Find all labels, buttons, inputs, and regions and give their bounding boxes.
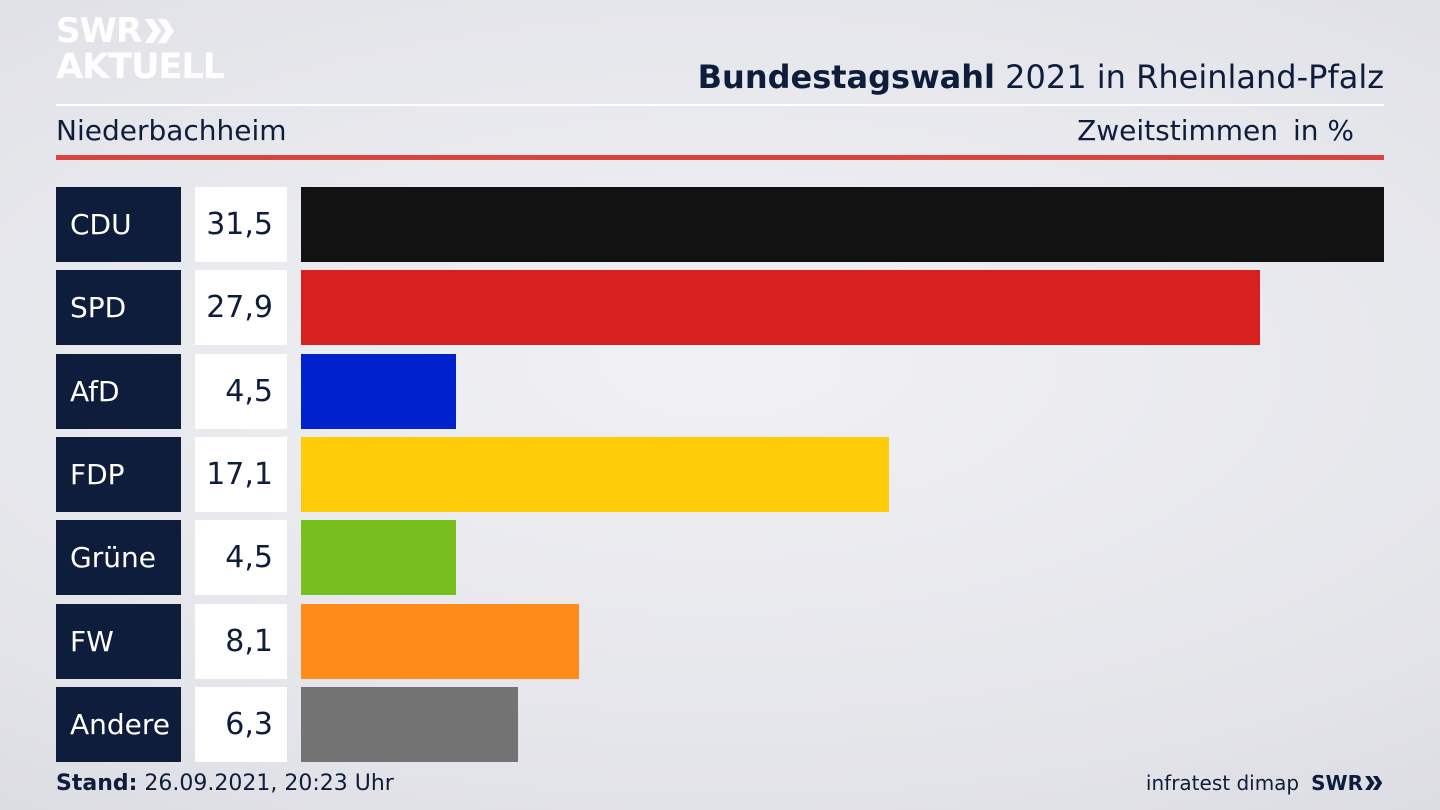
vote-type-label: Zweitstimmen bbox=[1077, 114, 1278, 147]
logo-aktuell-text: AKTUELL bbox=[56, 47, 225, 87]
bar bbox=[301, 437, 889, 512]
party-label: AfD bbox=[56, 354, 181, 429]
title-divider bbox=[56, 104, 1384, 106]
footer-chevron-icon bbox=[1365, 775, 1383, 791]
party-label: FW bbox=[56, 604, 181, 679]
value-label: 6,3 bbox=[195, 687, 287, 762]
unit-label: in % bbox=[1292, 114, 1354, 147]
swr-aktuell-logo: SWR AKTUELL bbox=[56, 14, 225, 87]
bar-row: FW 8,1 bbox=[56, 604, 1384, 679]
bar bbox=[301, 520, 456, 595]
bar-row: FDP 17,1 bbox=[56, 437, 1384, 512]
bar-row: AfD 4,5 bbox=[56, 354, 1384, 429]
bar-row: Andere 6,3 bbox=[56, 687, 1384, 762]
bar bbox=[301, 687, 518, 762]
party-label: Andere bbox=[56, 687, 181, 762]
chart-title-rest: 2021 in Rheinland-Pfalz bbox=[995, 58, 1384, 96]
accent-divider bbox=[56, 155, 1384, 160]
chart-title: Bundestagswahl 2021 in Rheinland-Pfalz bbox=[698, 58, 1384, 96]
value-label: 4,5 bbox=[195, 520, 287, 595]
double-chevron-icon bbox=[143, 17, 177, 45]
timestamp-label: Stand: bbox=[56, 771, 138, 796]
footer-source: infratest dimap SWR bbox=[1146, 771, 1384, 795]
region-name: Niederbachheim bbox=[56, 114, 287, 147]
bar-row: CDU 31,5 bbox=[56, 187, 1384, 262]
chart-title-bold: Bundestagswahl bbox=[697, 58, 995, 96]
value-label: 27,9 bbox=[195, 270, 287, 345]
bar bbox=[301, 354, 456, 429]
timestamp-value: 26.09.2021, 20:23 Uhr bbox=[137, 771, 394, 796]
value-label: 8,1 bbox=[195, 604, 287, 679]
swr-footer-logo: SWR bbox=[1311, 771, 1384, 795]
value-label: 17,1 bbox=[195, 437, 287, 512]
timestamp: Stand: 26.09.2021, 20:23 Uhr bbox=[56, 771, 394, 796]
footer-logo-text: SWR bbox=[1311, 771, 1363, 795]
party-label: FDP bbox=[56, 437, 181, 512]
bar-row: SPD 27,9 bbox=[56, 270, 1384, 345]
bar-row: Grüne 4,5 bbox=[56, 520, 1384, 595]
party-label: Grüne bbox=[56, 520, 181, 595]
swr-logo-line: SWR bbox=[56, 14, 224, 48]
source-name: infratest dimap bbox=[1145, 771, 1300, 795]
party-label: SPD bbox=[56, 270, 181, 345]
bar bbox=[301, 604, 579, 679]
bar bbox=[301, 187, 1384, 262]
value-label: 31,5 bbox=[195, 187, 287, 262]
value-label: 4,5 bbox=[195, 354, 287, 429]
bar bbox=[301, 270, 1260, 345]
logo-swr-text: SWR bbox=[56, 11, 142, 51]
party-label: CDU bbox=[56, 187, 181, 262]
